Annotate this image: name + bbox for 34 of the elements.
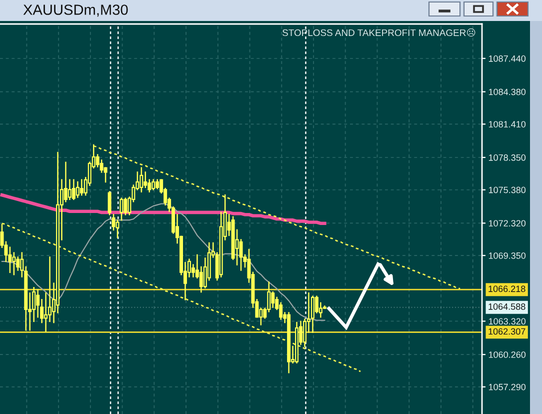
line-series xyxy=(0,193,326,226)
y-tick-label: 1075.380 xyxy=(488,186,526,194)
candlestick xyxy=(72,179,76,200)
line-series xyxy=(92,145,461,290)
candlestick xyxy=(104,167,108,183)
y-tick-label: 1072.320 xyxy=(488,220,526,226)
chart-title: XAUUSDm,M30 xyxy=(23,4,128,17)
candlestick xyxy=(100,160,104,173)
annotation: STOPLOSS AND TAKEPROFIT MANAGER☹ xyxy=(282,28,476,37)
y-tick-label: 1084.380 xyxy=(488,88,526,96)
y-tick-label: 1060.260 xyxy=(488,351,526,358)
y-tick-label: 1063.320 xyxy=(488,318,526,325)
y-tick-label: 1057.290 xyxy=(488,384,526,390)
y-tick-label: 1078.350 xyxy=(488,154,526,161)
candlestick xyxy=(124,198,128,216)
candlestick xyxy=(271,291,275,308)
ref-line-label: 1066.218 xyxy=(488,286,526,292)
y-tick-label: 1081.410 xyxy=(488,121,526,128)
candlestick xyxy=(12,252,16,276)
candlestick xyxy=(68,179,72,200)
candlestick xyxy=(108,191,112,216)
candlestick xyxy=(140,167,144,192)
ref-line-label: 1064.588 xyxy=(488,303,526,310)
candlestick xyxy=(120,198,124,221)
candlestick xyxy=(152,179,156,190)
y-tick-label: 1087.440 xyxy=(488,55,526,62)
candlestick xyxy=(116,219,120,238)
line-series xyxy=(1,222,362,372)
y-tick-label: 1069.350 xyxy=(488,252,526,259)
candlestick xyxy=(144,172,148,188)
candlestick xyxy=(76,181,80,198)
candlestick xyxy=(310,296,314,333)
candlestick xyxy=(80,179,84,196)
ref-line-label: 1062.307 xyxy=(488,328,526,335)
